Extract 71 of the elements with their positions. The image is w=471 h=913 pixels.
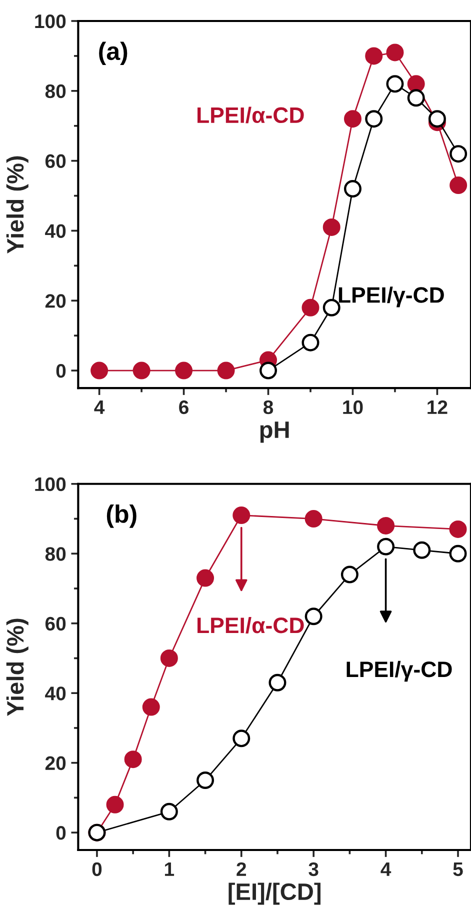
point bbox=[344, 110, 362, 128]
point bbox=[450, 176, 468, 194]
point bbox=[322, 218, 340, 236]
x-tick-label: 5 bbox=[453, 862, 463, 876]
point bbox=[386, 75, 404, 93]
y-axis-title: Yield (%) bbox=[6, 156, 28, 254]
point bbox=[322, 298, 340, 316]
point bbox=[217, 362, 235, 380]
x-axis-title: pH bbox=[260, 422, 289, 443]
annotation: (a) bbox=[99, 42, 128, 66]
y-tick-label: 0 bbox=[56, 826, 66, 840]
y-tick-label: 100 bbox=[35, 477, 66, 492]
x-tick-label: 8 bbox=[263, 400, 274, 414]
y-axis-title: Yield (%) bbox=[6, 618, 28, 716]
y-tick-label: 40 bbox=[45, 686, 66, 700]
y-tick-label: 20 bbox=[45, 756, 66, 770]
point bbox=[407, 75, 425, 93]
point bbox=[142, 698, 160, 716]
point bbox=[340, 566, 358, 584]
x-tick-label: 4 bbox=[94, 400, 105, 414]
x-tick-label: 0 bbox=[92, 862, 102, 876]
series-label: LPEI/α-CD bbox=[198, 616, 304, 634]
point bbox=[450, 145, 468, 163]
point bbox=[413, 541, 431, 559]
point bbox=[260, 362, 278, 380]
y-tick-label: 80 bbox=[45, 84, 66, 98]
annotation: (b) bbox=[106, 504, 136, 528]
point bbox=[196, 569, 214, 587]
point bbox=[268, 674, 286, 692]
point bbox=[175, 362, 193, 380]
point bbox=[377, 538, 395, 556]
series-label: LPEI/γ-CD bbox=[338, 286, 444, 308]
x-tick-label: 6 bbox=[179, 400, 188, 414]
point bbox=[344, 180, 362, 198]
y-tick-label: 20 bbox=[45, 294, 66, 308]
point bbox=[449, 544, 467, 562]
point bbox=[124, 750, 142, 768]
point bbox=[160, 802, 178, 820]
point bbox=[232, 730, 250, 748]
series-label: LPEI/α-CD bbox=[198, 106, 304, 124]
y-tick-label: 100 bbox=[35, 14, 66, 28]
point bbox=[428, 110, 446, 128]
x-tick-label: 12 bbox=[428, 400, 448, 414]
y-tick-label: 60 bbox=[45, 616, 66, 631]
text: LPEI/γ-CD bbox=[346, 660, 452, 682]
point bbox=[304, 608, 322, 626]
x-tick-label: 1 bbox=[164, 862, 174, 876]
x-tick-label: 2 bbox=[236, 862, 246, 876]
point bbox=[232, 506, 250, 524]
x-tick-label: 4 bbox=[380, 862, 392, 876]
point bbox=[160, 649, 178, 667]
point bbox=[365, 47, 383, 65]
point bbox=[449, 520, 467, 538]
point bbox=[90, 362, 108, 380]
point bbox=[407, 89, 425, 107]
point bbox=[365, 110, 383, 128]
y-tick-label: 0 bbox=[56, 364, 66, 378]
point bbox=[196, 772, 214, 790]
point bbox=[132, 362, 150, 380]
point bbox=[304, 510, 322, 528]
point bbox=[302, 298, 320, 316]
x-tick-label: 3 bbox=[308, 862, 318, 876]
y-tick-label: 60 bbox=[45, 154, 66, 168]
x-tick-label: 10 bbox=[343, 400, 363, 414]
point bbox=[386, 44, 404, 62]
point bbox=[302, 334, 320, 352]
y-tick-label: 80 bbox=[45, 547, 66, 561]
point bbox=[106, 796, 124, 814]
y-tick-label: 40 bbox=[45, 224, 66, 238]
point bbox=[377, 516, 395, 534]
x-axis-title: [EI]/[CD] bbox=[228, 882, 320, 905]
